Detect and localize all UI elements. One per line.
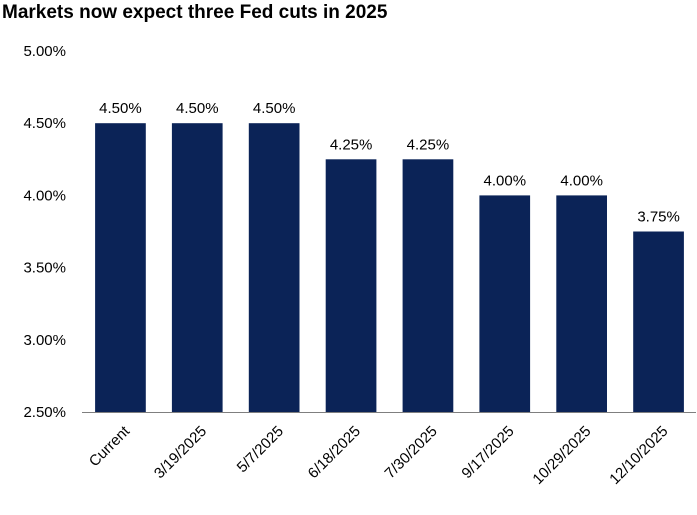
- bar: [402, 159, 454, 412]
- x-axis-tick-labels: Current 3/19/2025 5/7/2025 6/18/2025 7/30/20…: [86, 422, 672, 488]
- data-label: 3.75%: [637, 209, 680, 226]
- y-tick-label: 3.50%: [23, 260, 66, 277]
- y-tick-label: 5.00%: [23, 43, 66, 60]
- data-labels: 4.50% 4.50% 4.50% 4.25% 4.25% 4.00% 4.00% 3.75%: [99, 100, 680, 225]
- bar: [95, 123, 146, 412]
- bar: [171, 123, 223, 412]
- data-label: 4.00%: [484, 172, 527, 189]
- y-tick-label: 4.50%: [23, 115, 66, 132]
- x-tick-label: 6/18/2025: [305, 423, 364, 482]
- x-tick-label: Current: [86, 422, 134, 470]
- y-tick-label: 2.50%: [23, 404, 66, 421]
- x-tick-label: 12/10/2025: [606, 423, 671, 488]
- y-tick-label: 3.00%: [23, 332, 66, 349]
- x-tick-label: 3/19/2025: [151, 423, 210, 482]
- chart-title: Markets now expect three Fed cuts in 202…: [2, 2, 388, 23]
- x-tick-label: 5/7/2025: [234, 423, 287, 476]
- x-tick-label: 9/17/2025: [458, 423, 517, 482]
- data-label: 4.50%: [253, 100, 296, 117]
- data-label: 4.50%: [176, 100, 219, 117]
- bar: [479, 195, 531, 412]
- data-label: 4.25%: [407, 136, 450, 153]
- x-tick-label: 7/30/2025: [382, 423, 441, 482]
- bar: [248, 123, 300, 412]
- x-tick-label: 10/29/2025: [529, 423, 594, 488]
- y-tick-label: 4.00%: [23, 187, 66, 204]
- data-label: 4.50%: [99, 100, 142, 117]
- bar: [633, 231, 684, 412]
- y-axis-tick-labels: 2.50% 3.00% 3.50% 4.00% 4.50% 5.00%: [23, 43, 66, 421]
- data-label: 4.25%: [330, 136, 373, 153]
- bar: [325, 159, 377, 412]
- data-label: 4.00%: [560, 172, 603, 189]
- bars: [95, 123, 684, 412]
- bar: [556, 195, 607, 412]
